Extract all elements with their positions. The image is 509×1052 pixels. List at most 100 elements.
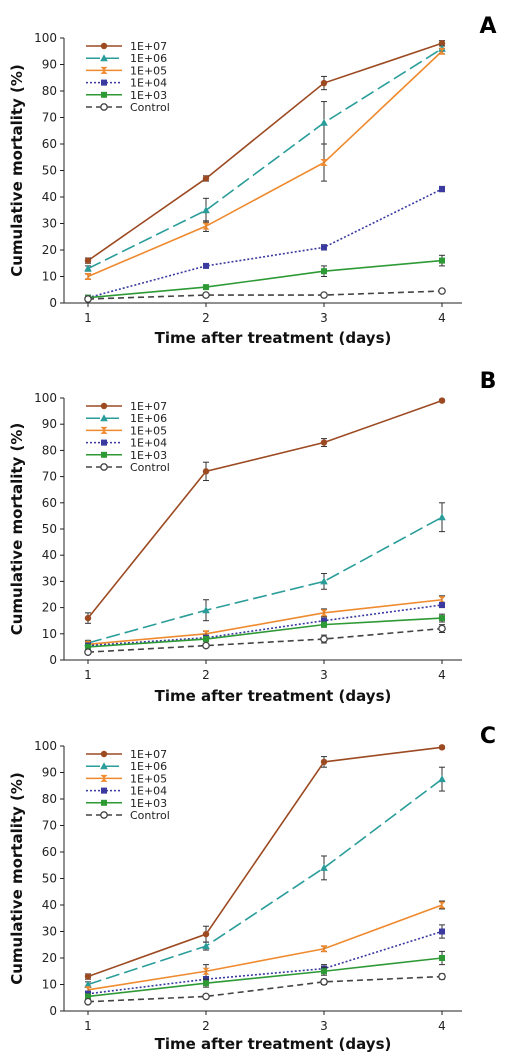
series-line [87, 617, 443, 648]
data-point [438, 775, 446, 783]
series-1e-07 [84, 397, 446, 624]
data-point [202, 942, 210, 950]
legend-label: Control [130, 461, 170, 474]
data-point [320, 977, 328, 986]
y-tick-label: 70 [42, 470, 57, 484]
data-point [202, 930, 210, 938]
data-point [202, 641, 210, 650]
legend-marker [101, 787, 107, 794]
series-line [87, 604, 443, 647]
data-point [84, 980, 92, 988]
y-tick-label: 0 [49, 653, 57, 667]
y-tick-label: 90 [42, 58, 57, 72]
data-point [320, 159, 328, 167]
y-tick-label: 30 [42, 217, 57, 231]
series-1e-04 [85, 924, 445, 997]
series-1e-05 [84, 595, 446, 648]
x-tick-label: 2 [202, 1019, 210, 1033]
data-point [438, 287, 446, 295]
data-point [438, 40, 446, 47]
y-tick-label: 40 [42, 898, 57, 912]
series-line [87, 778, 443, 986]
data-point [438, 972, 446, 981]
legend-label: 1E+04 [130, 785, 167, 798]
x-tick-label: 1 [84, 311, 92, 325]
y-tick-label: 70 [42, 819, 57, 833]
y-tick-label: 40 [42, 190, 57, 204]
series-1e-06 [84, 766, 446, 988]
data-point [321, 621, 327, 628]
data-point [320, 118, 328, 126]
series-1e-05 [84, 47, 446, 280]
legend-marker [100, 54, 108, 62]
data-point [439, 615, 445, 622]
data-point [320, 439, 328, 446]
series-1e-03 [85, 254, 445, 301]
data-point [321, 968, 327, 975]
legend-label: 1E+06 [130, 412, 167, 425]
legend-marker [100, 42, 108, 50]
y-tick-label: 50 [42, 164, 57, 178]
legend-marker [100, 750, 108, 758]
data-point [202, 992, 210, 1001]
series-line [87, 904, 443, 991]
data-point [84, 614, 92, 622]
panel-b: 0 10 20 30 40 50 60 70 80 90 100 1 2 3 4 Time after tre… [8, 369, 496, 705]
series-line [87, 627, 443, 653]
data-point [320, 863, 328, 871]
data-point [84, 997, 92, 1006]
legend-label: 1E+03 [130, 449, 167, 462]
legend-label: 1E+05 [130, 64, 167, 77]
legend-label: 1E+06 [130, 52, 167, 65]
y-tick-label: 60 [42, 137, 57, 151]
legend-marker [100, 66, 108, 74]
y-axis-title: Cumulative mortality (%) [8, 772, 26, 985]
legend-marker [101, 91, 107, 98]
data-point [439, 257, 445, 264]
y-tick-label: 30 [42, 574, 57, 588]
x-tick-label: 1 [84, 1019, 92, 1033]
legend-label: Control [130, 809, 170, 822]
series-1e-07 [84, 744, 446, 980]
data-point [84, 295, 92, 303]
panel-c: 0 10 20 30 40 50 60 70 80 90 100 1 2 3 4 Time after tre… [8, 724, 496, 1052]
y-tick-label: 0 [49, 1004, 57, 1018]
data-point [203, 636, 209, 643]
series-line [87, 399, 443, 619]
y-tick-label: 20 [42, 601, 57, 615]
data-point [439, 186, 445, 193]
data-point [202, 468, 210, 475]
data-point [84, 273, 92, 280]
y-tick-label: 50 [42, 872, 57, 886]
x-tick-label: 3 [320, 668, 328, 682]
panel-a: 0 10 20 30 40 50 60 70 80 90 100 1 2 3 4 Time after tre… [8, 14, 497, 347]
data-point [202, 967, 210, 975]
y-tick-label: 100 [34, 739, 57, 753]
data-point [84, 648, 92, 656]
data-point [320, 291, 328, 299]
y-tick-label: 10 [42, 627, 57, 641]
y-tick-label: 30 [42, 925, 57, 939]
x-tick-label: 2 [202, 311, 210, 325]
legend-label: Control [130, 101, 170, 114]
y-tick-label: 0 [49, 296, 57, 310]
data-point [84, 264, 92, 272]
x-tick-label: 1 [84, 668, 92, 682]
data-point [202, 175, 210, 182]
y-tick-label: 90 [42, 766, 57, 780]
data-point [438, 397, 446, 404]
series-1e-04 [85, 185, 445, 301]
legend-label: 1E+06 [130, 760, 167, 773]
y-tick-label: 100 [34, 31, 57, 45]
y-tick-label: 100 [34, 391, 57, 405]
x-axis-title: Time after treatment (days) [155, 687, 392, 705]
data-point [320, 945, 328, 953]
series-1e-07 [84, 40, 446, 264]
data-point [202, 206, 210, 214]
x-axis-title: Time after treatment (days) [155, 329, 392, 347]
series-line [87, 930, 443, 995]
series-line [87, 746, 443, 978]
